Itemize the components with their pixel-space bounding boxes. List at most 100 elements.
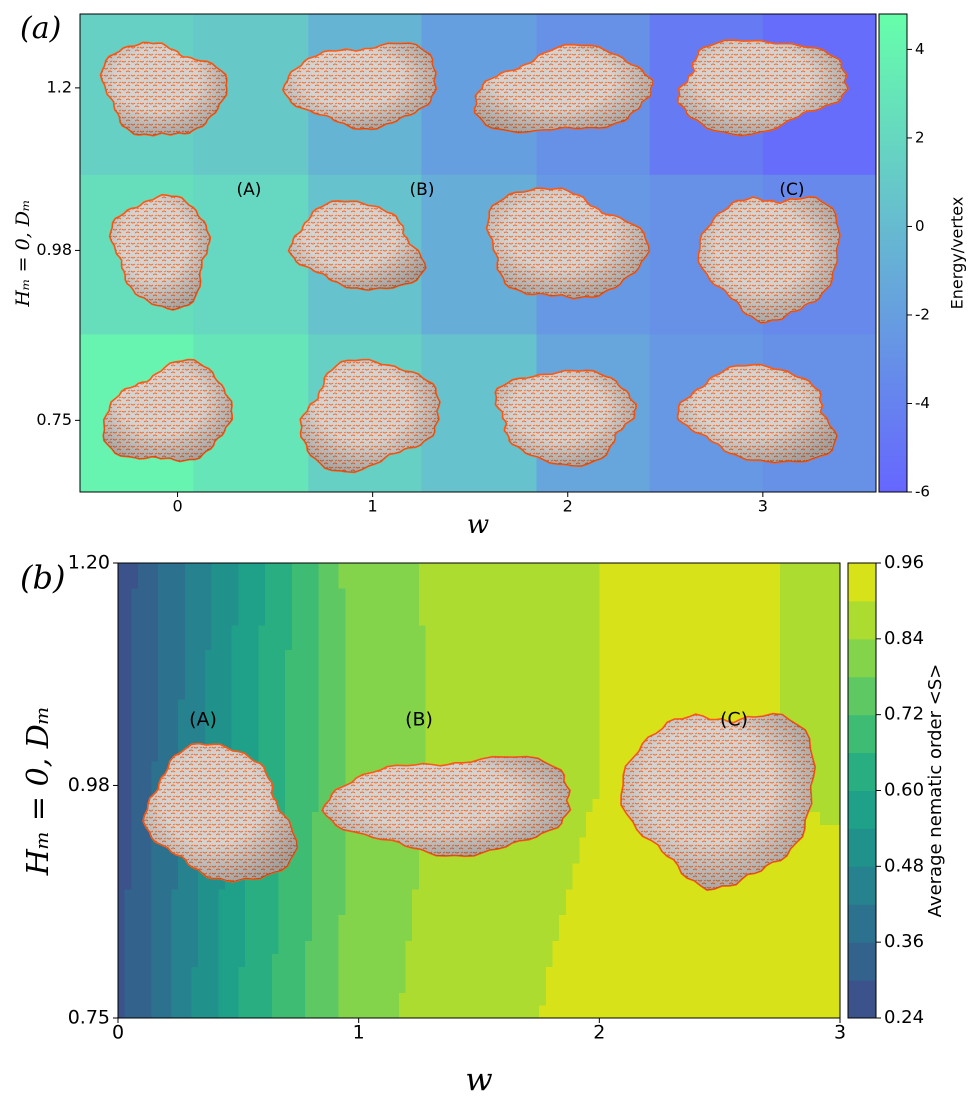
contour-pixel — [726, 966, 734, 980]
contour-pixel — [378, 966, 387, 980]
contour-pixel — [224, 914, 233, 929]
contour-pixel — [218, 953, 226, 967]
contour-pixel — [298, 837, 306, 851]
contour-pixel — [773, 600, 781, 614]
contour-pixel — [378, 748, 387, 762]
contour-pixel — [552, 979, 560, 993]
contour-pixel — [539, 723, 547, 737]
contour-pixel — [465, 563, 473, 576]
contour-pixel — [305, 966, 313, 980]
contour-pixel — [351, 736, 360, 749]
contour-pixel — [619, 914, 627, 929]
contour-pixel — [218, 1005, 226, 1019]
contour-pixel — [559, 612, 567, 626]
contour-pixel — [505, 624, 514, 638]
contour-pixel — [712, 940, 721, 955]
contour-pixel — [432, 914, 440, 929]
contour-pixel — [372, 600, 380, 614]
contour-pixel — [739, 612, 748, 626]
contour-pixel — [572, 748, 580, 762]
contour-pixel — [779, 979, 788, 993]
contour-pixel — [325, 661, 333, 675]
contour-pixel — [606, 624, 614, 638]
contour-pixel — [512, 649, 520, 663]
contour-pixel — [358, 686, 366, 700]
contour-pixel — [706, 612, 714, 626]
contour-pixel — [525, 888, 534, 903]
contour-pixel — [271, 674, 280, 688]
contour-pixel — [519, 600, 527, 614]
contour-pixel — [753, 686, 761, 700]
contour-pixel — [539, 979, 547, 993]
contour-pixel — [826, 953, 834, 967]
contour-pixel — [311, 953, 320, 967]
contour-pixel — [512, 612, 520, 626]
contour-pixel — [458, 748, 467, 762]
contour-pixel — [385, 600, 393, 614]
contour-pixel — [733, 612, 741, 626]
contour-pixel — [251, 940, 259, 955]
contour-pixel — [712, 600, 721, 614]
contour-pixel — [298, 587, 306, 601]
contour-pixel — [499, 875, 507, 890]
contour-pixel — [271, 875, 280, 890]
contour-pixel — [298, 612, 306, 626]
contour-pixel — [118, 711, 126, 725]
contour-pixel — [318, 1005, 326, 1019]
contour-pixel — [753, 563, 761, 576]
annotation: (A) — [189, 709, 217, 731]
contour-pixel — [712, 587, 721, 601]
contour-pixel — [184, 723, 193, 737]
contour-pixel — [753, 674, 761, 688]
contour-pixel — [726, 612, 734, 626]
contour-pixel — [398, 992, 407, 1006]
contour-pixel — [412, 875, 420, 890]
contour-pixel — [144, 979, 153, 993]
contour-pixel — [539, 1005, 547, 1019]
contour-pixel — [619, 824, 627, 838]
contour-pixel — [198, 901, 206, 916]
contour-pixel — [686, 686, 694, 700]
contour-pixel — [178, 649, 186, 663]
contour-pixel — [766, 674, 774, 688]
contour-pixel — [211, 575, 219, 589]
contour-pixel — [338, 723, 346, 737]
contour-pixel — [699, 927, 707, 942]
contour-pixel — [124, 600, 132, 614]
contour-pixel — [686, 612, 694, 626]
contour-pixel — [819, 661, 828, 675]
vesicle-shade — [677, 40, 849, 136]
contour-pixel — [739, 575, 748, 589]
contour-pixel — [626, 686, 634, 700]
contour-pixel — [131, 773, 139, 787]
contour-pixel — [819, 785, 828, 799]
contour-pixel — [592, 837, 600, 851]
contour-pixel — [579, 811, 587, 825]
contour-pixel — [224, 966, 233, 980]
contour-pixel — [231, 1005, 239, 1019]
contour-pixel — [619, 649, 627, 663]
contour-pixel — [458, 674, 467, 688]
contour-pixel — [278, 875, 286, 890]
contour-pixel — [485, 979, 493, 993]
contour-pixel — [345, 661, 353, 675]
contour-pixel — [171, 612, 179, 626]
contour-pixel — [753, 953, 761, 967]
contour-pixel — [325, 837, 333, 851]
contour-pixel — [325, 901, 333, 916]
contour-pixel — [606, 723, 614, 737]
contour-pixel — [131, 748, 139, 762]
contour-pixel — [305, 686, 313, 700]
colorbar-band — [848, 790, 876, 829]
contour-pixel — [278, 979, 286, 993]
contour-pixel — [626, 850, 634, 864]
contour-pixel — [559, 979, 567, 993]
contour-pixel — [158, 914, 166, 929]
contour-pixel — [626, 624, 634, 638]
contour-pixel — [592, 850, 600, 864]
contour-pixel — [719, 674, 727, 688]
contour-pixel — [499, 901, 507, 916]
contour-pixel — [619, 927, 627, 942]
contour-pixel — [432, 901, 440, 916]
